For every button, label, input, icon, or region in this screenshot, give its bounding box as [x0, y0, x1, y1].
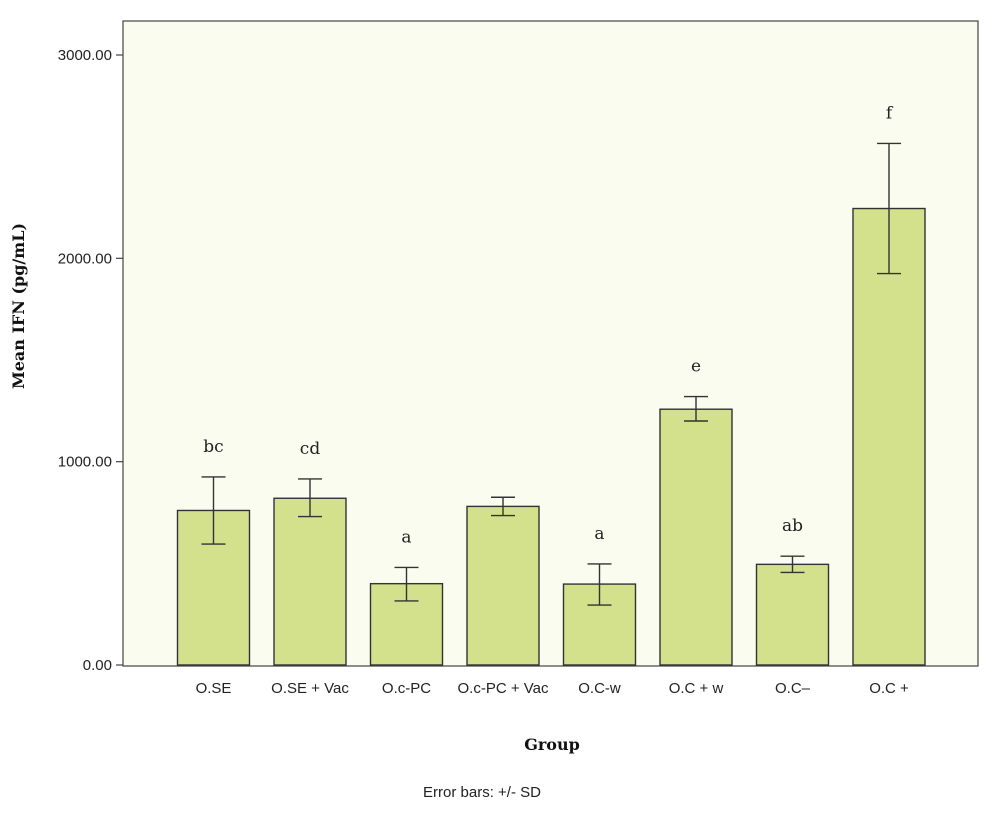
- significance-label: bc: [203, 437, 223, 457]
- y-tick-label: 1000.00: [58, 454, 112, 471]
- x-category-label: O.C +: [869, 680, 909, 697]
- significance-label: f: [886, 103, 894, 123]
- x-category-label: O.C + w: [669, 680, 724, 697]
- x-category-label: O.C-w: [578, 680, 621, 697]
- x-category-label: O.c-PC + Vac: [458, 680, 549, 697]
- y-axis: 0.00 1000.00 2000.00 3000.00: [58, 47, 123, 674]
- significance-label: e: [691, 357, 701, 377]
- bar: [273, 497, 347, 666]
- significance-label: a: [401, 527, 411, 547]
- y-tick-label: 0.00: [83, 657, 112, 674]
- error-bars: [201, 142, 901, 606]
- bar: [466, 505, 540, 666]
- significance-label: ab: [782, 516, 803, 536]
- significance-label: cd: [300, 439, 321, 459]
- significance-labels: bc cd a a e ab f: [203, 103, 894, 547]
- significance-label: a: [594, 524, 604, 544]
- bar: [852, 207, 926, 666]
- bar: [659, 408, 733, 666]
- y-tick-label: 3000.00: [58, 47, 112, 64]
- x-category-label: O.C–: [775, 680, 811, 697]
- x-axis-title: Group: [524, 735, 580, 754]
- y-tick-label: 2000.00: [58, 250, 112, 267]
- bar: [755, 563, 830, 666]
- x-category-label: O.SE: [196, 680, 232, 697]
- category-labels: O.SE O.SE + Vac O.c-PC O.c-PC + Vac O.C-w O.C…: [196, 680, 909, 697]
- error-bars-footnote: Error bars: +/- SD: [423, 784, 541, 801]
- y-axis-title: Mean IFN (pg/mL): [9, 223, 28, 389]
- plot-background: [122, 20, 979, 667]
- x-category-label: O.c-PC: [382, 680, 431, 697]
- x-category-label: O.SE + Vac: [271, 680, 349, 697]
